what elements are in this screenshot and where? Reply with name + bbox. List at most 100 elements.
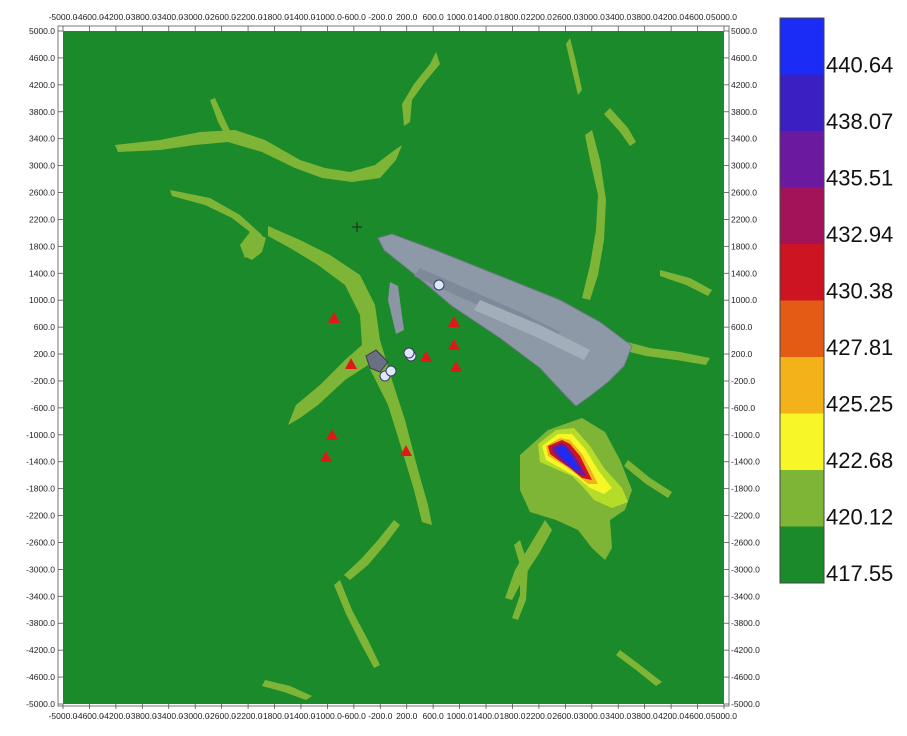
x-tick-label: -4600.0: [75, 12, 104, 22]
x-tick-label: -600.0: [342, 711, 366, 721]
legend-label: 417.55: [826, 561, 893, 586]
y-tick-label: -600.0: [31, 403, 55, 413]
map-plot-area: [63, 31, 724, 704]
receptor-triangle: [400, 445, 412, 456]
y-tick-label: -3800.0: [26, 618, 55, 628]
y-tick-label: 3400.0: [29, 134, 55, 144]
north-creek-band: [402, 52, 440, 126]
y-tick-label: 5000.0: [29, 26, 55, 36]
hotspot-contours: [538, 428, 628, 508]
y-tick-label: 2200.0: [731, 214, 757, 224]
legend-swatch: [780, 74, 824, 131]
y-tick-label: -600.0: [731, 403, 755, 413]
x-tick-label: 2200.0: [526, 12, 552, 22]
legend-label: 422.68: [826, 448, 893, 473]
aerial-photo-overlay: [377, 233, 633, 407]
x-tick-labels-bottom: -5000.0-4600.0-4200.0-3800.0-3400.0-3000…: [49, 711, 738, 721]
legend-label: 430.38: [826, 279, 893, 304]
photo-strip-narrow: [388, 282, 404, 334]
y-tick-label: -3000.0: [731, 564, 760, 574]
east-stream-band: [582, 130, 606, 300]
y-tick-label: -200.0: [31, 376, 55, 386]
x-tick-label: -200.0: [368, 12, 392, 22]
x-tick-label: 1800.0: [499, 12, 525, 22]
y-tick-label: 1800.0: [731, 241, 757, 251]
y-tick-label: 4200.0: [29, 80, 55, 90]
y-tick-label: -3400.0: [731, 591, 760, 601]
legend-swatch: [780, 187, 824, 244]
legend-label: 438.07: [826, 109, 893, 134]
x-tick-label: 1800.0: [499, 711, 525, 721]
x-tick-label: 3000.0: [579, 711, 605, 721]
y-tick-label: -2600.0: [26, 537, 55, 547]
y-tick-label: -4200.0: [26, 645, 55, 655]
x-tick-label: -1000.0: [313, 711, 342, 721]
y-tick-label: -2200.0: [731, 511, 760, 521]
x-tick-label: -1800.0: [260, 12, 289, 22]
y-tick-label: 2200.0: [29, 214, 55, 224]
color-legend: 440.64 438.07 435.51 432.94 430.38 427.81 425.…: [779, 17, 893, 586]
x-tick-label: -1800.0: [260, 711, 289, 721]
northeast-creek-band: [566, 38, 582, 95]
y-tick-label: -1800.0: [26, 484, 55, 494]
x-tick-label: -5000.0: [49, 711, 78, 721]
legend-swatch: [780, 526, 824, 583]
x-tick-label: -1000.0: [313, 12, 342, 22]
ridge-finger-band: [604, 108, 636, 146]
x-tick-label: -3800.0: [128, 711, 157, 721]
x-tick-label: -4200.0: [101, 711, 130, 721]
legend-swatch: [780, 300, 824, 357]
x-tick-label: -3800.0: [128, 12, 157, 22]
contour-band-420: [115, 38, 712, 700]
east-shoulder-band: [620, 340, 710, 365]
x-tick-labels-top: -5000.0-4600.0-4200.0-3800.0-3400.0-3000…: [49, 12, 737, 709]
receptor-triangle: [320, 451, 332, 462]
legend-label: 420.12: [826, 505, 893, 530]
x-tick-label: 200.0: [396, 12, 418, 22]
x-tick-label: 600.0: [423, 711, 445, 721]
y-tick-label: -2600.0: [731, 537, 760, 547]
receptor-markers: [320, 312, 462, 462]
x-tick-label: -1400.0: [287, 711, 316, 721]
y-tick-label: 3800.0: [731, 107, 757, 117]
south-edge-band: [262, 680, 312, 700]
legend-label: 432.94: [826, 222, 893, 247]
y-tick-label: -1000.0: [26, 430, 55, 440]
y-tick-label: 3800.0: [29, 107, 55, 117]
far-east-stream-band: [624, 460, 672, 498]
y-tick-label: 4600.0: [731, 53, 757, 63]
y-tick-label: 600.0: [34, 322, 56, 332]
source-markers: [379, 279, 445, 382]
legend-swatch: [780, 244, 824, 301]
x-tick-label: -1400.0: [287, 12, 316, 22]
y-tick-labels-right: 5000.0 4600.0 4200.0 3800.0 3400.0 3000.0 2600…: [731, 26, 760, 709]
x-tick-label: -2200.0: [234, 711, 263, 721]
receptor-triangle: [420, 351, 432, 362]
legend-frame: [779, 17, 825, 584]
x-tick-label: -3000.0: [181, 12, 210, 22]
y-tick-label: -4600.0: [26, 672, 55, 682]
source-point: [403, 347, 415, 359]
east-edge-band: [660, 270, 712, 296]
x-tick-label: -2600.0: [207, 711, 236, 721]
y-tick-label: -3800.0: [731, 618, 760, 628]
y-tick-label: 2600.0: [29, 188, 55, 198]
y-tick-labels-left: 5000.0 4600.0 4200.0 3800.0 3400.0 3000.0 2600…: [26, 26, 729, 709]
x-tick-label: 3000.0: [579, 12, 605, 22]
y-tick-label: 1000.0: [29, 295, 55, 305]
receptor-triangle: [326, 429, 338, 440]
x-tick-label: 4600.0: [685, 12, 711, 22]
y-tick-label: 3000.0: [731, 161, 757, 171]
north-stream-band: [210, 98, 232, 140]
y-tick-label: 1400.0: [731, 268, 757, 278]
y-tick-label: -5000.0: [26, 699, 55, 709]
x-tick-label: -3000.0: [181, 711, 210, 721]
west-finger-band: [244, 230, 266, 260]
legend-swatch: [780, 131, 824, 188]
y-tick-label: 3400.0: [731, 134, 757, 144]
x-tick-label: 2200.0: [526, 711, 552, 721]
source-point: [385, 365, 397, 377]
y-tick-label: 1400.0: [29, 268, 55, 278]
small-cross-marker: [352, 222, 362, 232]
x-tick-label: 5000.0: [711, 12, 737, 22]
